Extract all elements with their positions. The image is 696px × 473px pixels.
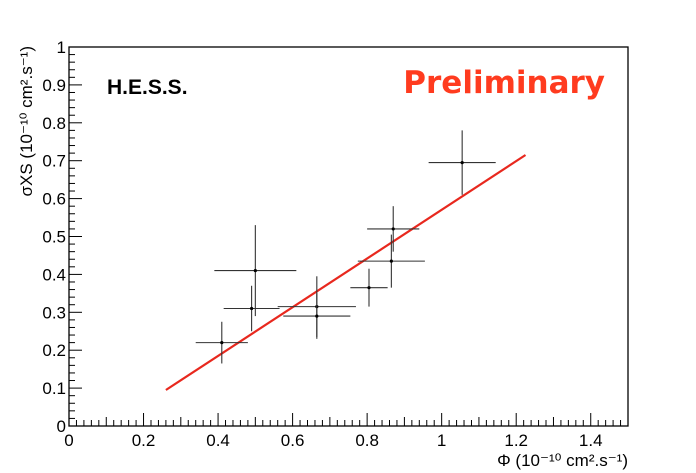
x-tick-label: 0.2: [132, 431, 156, 450]
point-marker: [460, 160, 464, 165]
point-marker: [391, 227, 395, 231]
data-point: [283, 293, 351, 339]
data-point: [350, 268, 388, 307]
data-point: [223, 285, 280, 332]
point-marker: [315, 314, 319, 318]
x-tick-label: 0.4: [206, 431, 230, 450]
data-point: [367, 206, 420, 252]
y-tick-label: 0.4: [42, 265, 66, 284]
data-point: [214, 225, 297, 317]
y-tick-label: 0.6: [42, 190, 66, 209]
fit-line: [165, 154, 527, 391]
y-tick-label: 0.1: [42, 379, 66, 398]
y-tick-label: 0.3: [42, 303, 66, 322]
data-point: [428, 130, 496, 195]
point-marker: [367, 286, 371, 290]
points-layer: [195, 130, 496, 364]
x-tick-label: 0.6: [281, 431, 305, 450]
point-marker: [220, 341, 224, 345]
y-tick-label: 0.7: [42, 152, 66, 171]
y-tick-label: 0.5: [42, 228, 66, 247]
y-tick-label: 0.9: [42, 76, 66, 95]
status-label: Preliminary: [403, 65, 605, 101]
point-marker: [253, 269, 257, 273]
y-axis-title: σXS (10⁻¹⁰ cm².s⁻¹): [17, 46, 36, 196]
plot-frame: [68, 46, 629, 427]
fit-layer: [165, 154, 527, 391]
y-tick-label: 0.8: [42, 114, 66, 133]
x-tick-label: 0.8: [355, 431, 379, 450]
point-marker: [250, 306, 254, 311]
x-tick-label: 1: [437, 431, 446, 450]
y-tick-label: 0: [57, 417, 66, 436]
data-point: [357, 234, 425, 288]
x-axis-title: Φ (10⁻¹⁰ cm².s⁻¹): [497, 451, 628, 470]
tick-labels-layer: 0 0.2 0.4 0.6 0.8 1 1.2 1.4 0 0.1 0.2 0.3 0.4 0.5 0.6 0…: [42, 38, 602, 450]
data-point: [195, 321, 248, 364]
point-marker: [389, 259, 393, 263]
y-tick-label: 1: [57, 38, 66, 57]
x-tick-label: 0: [64, 431, 73, 450]
x-tick-label: 1.2: [504, 431, 528, 450]
ticks-layer: [68, 46, 629, 427]
x-tick-label: 1.4: [579, 431, 603, 450]
experiment-label: H.E.S.S.: [107, 76, 188, 99]
y-tick-label: 0.2: [42, 341, 66, 360]
